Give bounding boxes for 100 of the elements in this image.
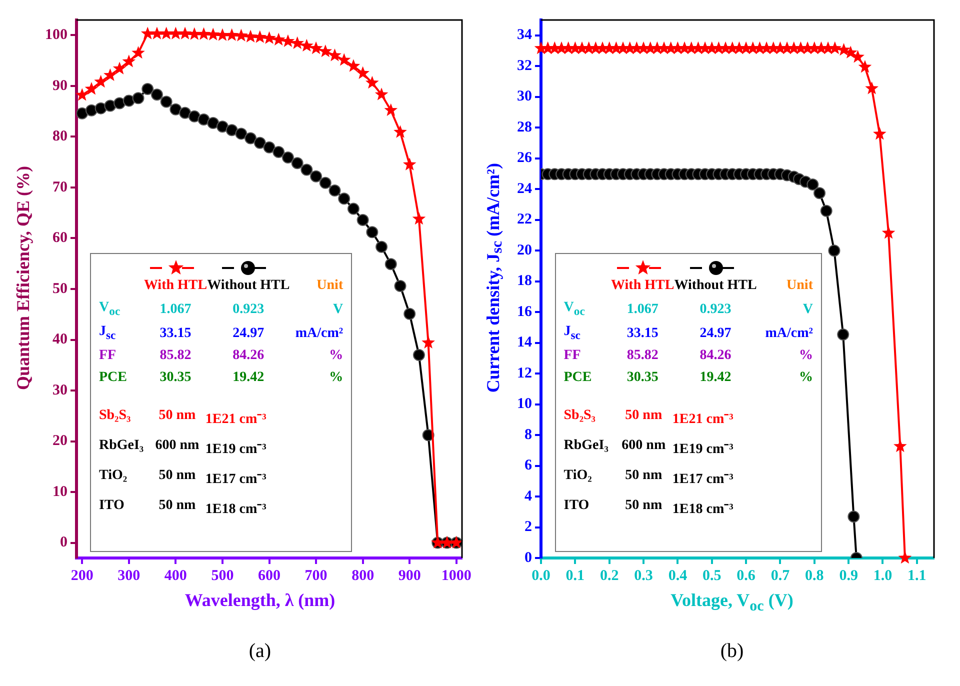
x-tick-label: 400	[164, 568, 187, 584]
point	[234, 28, 248, 42]
annotation: 50 nm	[158, 408, 197, 425]
point	[272, 146, 285, 158]
y-tick-label: 4	[524, 488, 532, 504]
point	[262, 31, 276, 44]
point	[346, 59, 360, 72]
point	[84, 82, 98, 95]
point	[820, 204, 832, 217]
point	[226, 124, 238, 136]
point	[244, 132, 257, 144]
legend-label: With HTL	[144, 278, 208, 294]
x-axis-title: Wavelength, λ (nm)	[184, 590, 336, 611]
point	[75, 88, 89, 101]
annotation: %	[328, 348, 344, 364]
y-tick-label: 30	[52, 382, 68, 398]
point	[94, 74, 108, 88]
text: (a)	[248, 640, 272, 663]
annotation: 50 nm	[624, 498, 664, 515]
annotation: 84.26	[698, 348, 732, 364]
annotation: 50 nm	[158, 498, 197, 515]
point	[160, 26, 173, 40]
point	[404, 308, 416, 320]
point	[132, 46, 145, 59]
point	[198, 113, 210, 126]
annotation: 0.923	[232, 302, 266, 318]
annotation: V$_{oc}$	[564, 300, 586, 318]
point	[122, 94, 135, 107]
point	[104, 100, 116, 112]
x-tick-label: 1000	[441, 568, 472, 584]
point	[384, 103, 398, 116]
point	[412, 212, 426, 225]
x-tick-label: 0.0	[532, 568, 550, 584]
point	[882, 226, 896, 239]
y-tick-label: 70	[52, 179, 68, 196]
annotation: %	[328, 370, 344, 386]
x-tick-label: 900	[398, 568, 421, 584]
y-tick-label: 30	[517, 88, 532, 105]
y-tick-label: 2	[524, 519, 532, 536]
x-tick-label: 300	[118, 568, 140, 584]
point	[132, 92, 144, 104]
point	[235, 128, 248, 140]
y-tick-label: 14	[517, 334, 532, 351]
point	[814, 187, 826, 200]
annotation: ITO	[98, 498, 126, 515]
y-tick-label: 10	[517, 396, 532, 412]
point	[112, 62, 126, 74]
y-tick-label: 22	[517, 212, 532, 228]
point	[412, 348, 425, 361]
point	[310, 170, 322, 182]
y-tick-label: 34	[517, 27, 532, 44]
x-tick-label: 1.0	[873, 568, 892, 584]
x-tick-label: 500	[211, 568, 234, 584]
annotation: mA/cm²	[294, 326, 344, 342]
point	[104, 68, 117, 81]
point	[319, 176, 332, 189]
x-tick-label: 0.5	[702, 568, 722, 584]
point	[282, 152, 294, 164]
annotation: V	[802, 302, 813, 318]
y-tick-label: 0	[60, 534, 68, 551]
y-tick-label: 50	[52, 280, 68, 297]
point	[328, 184, 341, 197]
y-tick-label: 12	[517, 365, 532, 382]
annotation: FF	[564, 348, 582, 364]
point	[422, 336, 435, 348]
point	[394, 280, 406, 292]
point	[837, 42, 850, 56]
x-tick-label: 0.7	[770, 568, 790, 584]
annotation: 85.82	[158, 348, 192, 364]
x-tick-label: 700	[304, 568, 328, 584]
point	[254, 136, 266, 149]
y-tick-label: 6	[524, 458, 532, 474]
y-tick-label: 16	[517, 304, 532, 320]
point	[225, 28, 238, 41]
annotation: PCE	[564, 370, 593, 386]
point	[207, 117, 220, 130]
point	[216, 120, 228, 133]
annotation: 600 nm	[620, 438, 667, 455]
x-tick-label: 600	[258, 568, 280, 584]
x-axis-title: Voltage, V$_{oc}$ (V)	[670, 590, 794, 616]
point	[858, 60, 872, 73]
annotation: Sb₂S₃	[98, 408, 132, 425]
point	[376, 240, 388, 253]
y-tick-label: 90	[52, 78, 68, 94]
point	[338, 192, 350, 205]
y-tick-label: 0	[524, 550, 532, 566]
point	[178, 26, 192, 40]
legend-label: Without HTL	[207, 278, 290, 294]
annotation: 50 nm	[158, 468, 197, 485]
annotation: 50 nm	[624, 408, 664, 425]
annotation: Sb₂S₃	[564, 408, 597, 425]
point	[244, 30, 258, 42]
x-tick-label: 200	[70, 568, 94, 584]
point	[188, 27, 202, 40]
annotation: 33.15	[626, 326, 660, 342]
point	[828, 41, 842, 54]
point	[356, 66, 370, 79]
point	[281, 34, 295, 47]
annotation: 0.923	[698, 302, 732, 318]
annotation: 30.35	[626, 370, 660, 386]
